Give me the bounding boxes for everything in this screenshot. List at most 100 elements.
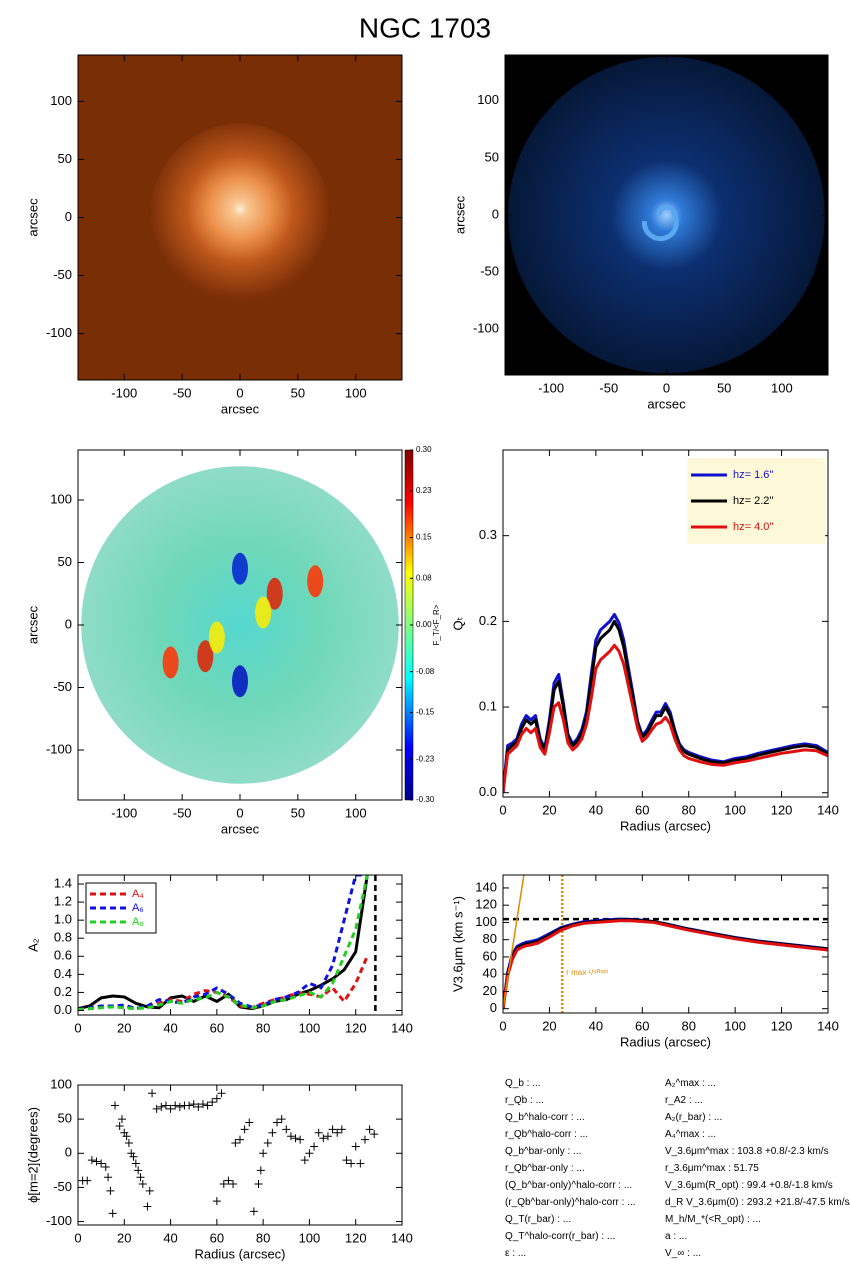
parameter-line: Q_b^halo-corr : ... xyxy=(505,1112,585,1123)
feature xyxy=(197,640,214,673)
point xyxy=(219,1180,228,1189)
feature xyxy=(208,621,225,654)
point xyxy=(273,1118,282,1127)
series-line xyxy=(503,919,828,1009)
point xyxy=(277,1115,286,1124)
x-tick-label: 0 xyxy=(236,385,243,400)
point xyxy=(198,1100,207,1109)
plot-area xyxy=(503,613,828,793)
point xyxy=(111,1101,120,1110)
x-tick-label: 0 xyxy=(236,805,243,820)
point xyxy=(291,1134,300,1143)
y-axis-label: Qₜ xyxy=(450,616,465,630)
point xyxy=(314,1128,323,1137)
series-line xyxy=(503,875,525,1009)
point xyxy=(194,1102,203,1111)
y-tick-label: 0 xyxy=(65,209,72,224)
y-tick-label: -50 xyxy=(53,1179,72,1194)
x-tick-label: 20 xyxy=(117,1230,131,1245)
x-axis-label: arcsec xyxy=(221,821,260,836)
y-tick-label: 0.0 xyxy=(54,1002,72,1017)
point xyxy=(101,1162,110,1171)
y-tick-label: 100 xyxy=(50,1076,72,1091)
y-tick-label: 0 xyxy=(490,1000,497,1015)
x-tick-label: 100 xyxy=(724,1018,746,1033)
point xyxy=(171,1101,180,1110)
point xyxy=(249,1207,258,1216)
point xyxy=(212,1094,221,1103)
x-tick-label: 0 xyxy=(74,1020,81,1035)
colorbar-tick-label: 0.30 xyxy=(416,445,432,454)
x-tick-label: 100 xyxy=(299,1020,321,1035)
y-tick-label: 0.2 xyxy=(54,984,72,999)
point xyxy=(263,1139,272,1148)
point xyxy=(333,1128,342,1137)
point xyxy=(236,1135,244,1144)
y-tick-label: -50 xyxy=(53,267,72,282)
x-tick-label: 40 xyxy=(589,802,603,817)
x-tick-label: -50 xyxy=(173,385,192,400)
x-tick-label: 80 xyxy=(256,1230,270,1245)
point xyxy=(286,1132,295,1141)
y-tick-label: 0 xyxy=(492,206,499,221)
colorbar-label: F_T/<F_R> xyxy=(432,604,441,645)
plot-area xyxy=(78,875,377,1015)
frame xyxy=(502,449,829,798)
x-axis-label: arcsec xyxy=(221,401,260,416)
point xyxy=(305,1149,314,1158)
galaxy xyxy=(508,56,825,374)
parameter-line: M_h/M_*(<R_opt) : ... xyxy=(665,1214,761,1225)
point xyxy=(122,1132,131,1141)
y-tick-label: 50 xyxy=(485,149,499,164)
x-tick-label: 20 xyxy=(542,1018,556,1033)
point xyxy=(203,1101,212,1110)
point xyxy=(245,1118,254,1127)
x-tick-label: 60 xyxy=(635,802,649,817)
x-tick-label: 40 xyxy=(163,1020,177,1035)
point xyxy=(256,1166,265,1175)
x-tick-label: 50 xyxy=(717,380,731,395)
series-line xyxy=(78,875,369,1012)
point xyxy=(108,1209,117,1218)
annotation: r max ¹/⁴ᴿᵒᵖᵗ xyxy=(566,968,608,977)
x-tick-label: 80 xyxy=(681,802,695,817)
plot-area xyxy=(78,55,402,380)
x-tick-label: 100 xyxy=(345,385,367,400)
frame xyxy=(77,1084,403,1226)
x-tick-label: 80 xyxy=(681,1018,695,1033)
y-tick-label: 1.2 xyxy=(54,894,72,909)
x-tick-label: 100 xyxy=(771,380,793,395)
colorbar-tick-label: 0.08 xyxy=(416,573,432,582)
feature xyxy=(232,552,248,585)
image xyxy=(81,466,399,784)
point xyxy=(328,1125,337,1134)
y-tick-label: -100 xyxy=(46,325,72,340)
point xyxy=(217,1089,226,1098)
y-tick-label: -100 xyxy=(473,321,499,336)
point xyxy=(143,1202,152,1211)
point xyxy=(97,1159,106,1168)
point xyxy=(145,1186,154,1195)
y-axis-label: arcsec xyxy=(25,198,40,237)
parameter-line: a : ... xyxy=(665,1231,688,1242)
point xyxy=(161,1101,170,1110)
point xyxy=(115,1121,124,1130)
parameter-line: Q_T(r_bar) : ... xyxy=(505,1214,572,1225)
parameter-line: ε : ... xyxy=(505,1248,527,1259)
parameter-line: (Q_b^bar-only)^halo-corr : ... xyxy=(505,1180,633,1191)
plot-area xyxy=(81,466,399,784)
y-tick-label: 0 xyxy=(65,1145,72,1160)
point xyxy=(229,1180,238,1189)
y-axis-label: arcsec xyxy=(452,195,467,234)
y-tick-label: -100 xyxy=(46,1213,72,1228)
x-tick-label: -100 xyxy=(538,380,564,395)
feature xyxy=(255,596,272,629)
point xyxy=(185,1101,194,1110)
feature xyxy=(232,665,248,698)
parameter-line: r_A2 : ... xyxy=(665,1095,703,1106)
parameter-line: r_Qb^halo-corr : ... xyxy=(505,1129,589,1140)
x-axis-label: arcsec xyxy=(647,396,686,411)
x-tick-label: 140 xyxy=(391,1230,413,1245)
